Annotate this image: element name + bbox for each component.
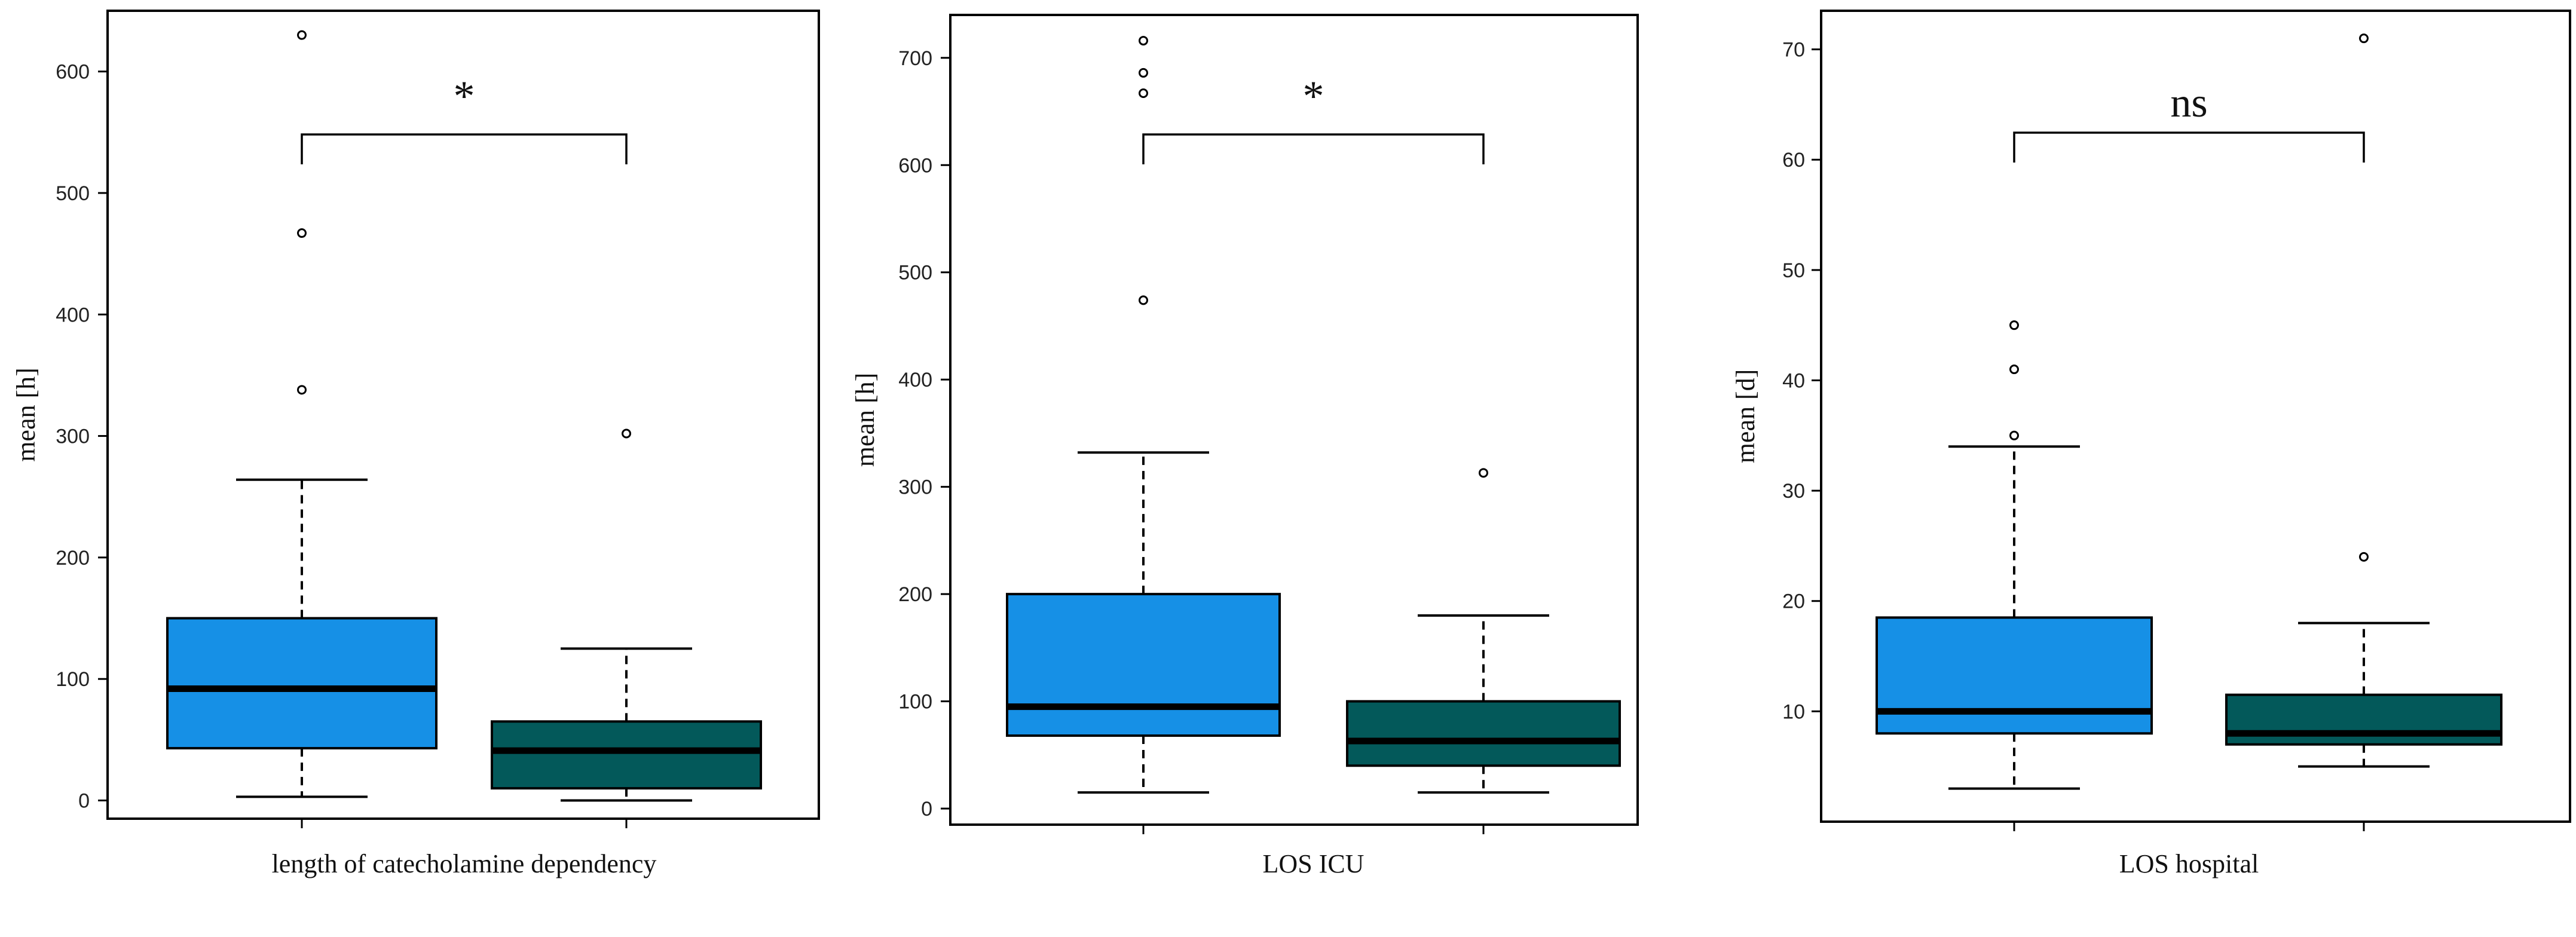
box-iqr xyxy=(2225,693,2502,746)
x-axis-label-line: LOS ICU xyxy=(1263,849,1365,878)
y-tick-label: 300 xyxy=(56,425,90,448)
outlier-point xyxy=(1139,36,1148,46)
y-tick-label: 400 xyxy=(898,369,932,391)
box-group-1 xyxy=(1006,36,1281,794)
y-tick-label: 500 xyxy=(898,262,932,284)
plot-frame xyxy=(106,10,820,820)
y-tick-label: 0 xyxy=(921,798,932,820)
y-tick-label: 600 xyxy=(898,154,932,177)
significance-bracket xyxy=(301,133,628,164)
y-tick-label: 0 xyxy=(78,790,90,813)
y-axis-label: mean [d] xyxy=(1731,369,1760,464)
y-tick-label: 30 xyxy=(1782,480,1805,503)
box-group-1 xyxy=(166,30,438,798)
y-tick-label: 400 xyxy=(56,304,90,326)
y-tick-label: 20 xyxy=(1782,590,1805,613)
outlier-point xyxy=(1139,88,1148,99)
box-group-2 xyxy=(1346,468,1621,794)
box-group-1 xyxy=(1876,320,2153,790)
x-axis-label: LOS hospital xyxy=(2119,849,2259,878)
outlier-point xyxy=(2009,320,2019,330)
significance-bracket xyxy=(2013,131,2365,163)
outlier-point xyxy=(2359,552,2369,562)
chart-panel-1: 0 100 200 300 400 500 600 mean [h] length of cat… xyxy=(11,10,820,878)
box-iqr xyxy=(1346,700,1621,767)
y-tick-label: 100 xyxy=(56,668,90,691)
y-tick-label: 70 xyxy=(1782,39,1805,62)
outlier-point xyxy=(1139,295,1148,305)
y-tick-label: 700 xyxy=(898,47,932,70)
plot-frame xyxy=(949,14,1639,826)
box-group-2 xyxy=(2225,33,2502,768)
y-tick-label: 100 xyxy=(898,691,932,714)
chart-panel-3: 10 20 30 40 50 60 70 mean [d] LOS hospital ns xyxy=(1731,10,2571,878)
y-tick-label: 300 xyxy=(898,476,932,499)
x-axis-label-line: length of catecholamine dependency xyxy=(272,849,657,878)
y-tick-label: 500 xyxy=(56,182,90,205)
y-tick-label: 40 xyxy=(1782,369,1805,392)
y-tick-label: 200 xyxy=(56,547,90,569)
outlier-point xyxy=(1479,468,1488,478)
chart-panel-2: 0 100 200 300 400 500 600 700 mean [h] LOS ICU * xyxy=(850,14,1639,878)
outlier-point xyxy=(2009,365,2019,375)
outlier-point xyxy=(2009,430,2019,440)
y-tick-label: 10 xyxy=(1782,700,1805,723)
outlier-point xyxy=(622,428,631,439)
y-tick-label: 200 xyxy=(898,583,932,606)
x-axis-label-line: LOS hospital xyxy=(2119,849,2259,878)
outlier-point xyxy=(297,228,307,238)
y-tick-label: 60 xyxy=(1782,149,1805,172)
x-axis-label: length of catecholamine dependency xyxy=(272,849,657,878)
significance-label: ns xyxy=(2170,80,2207,126)
significance-label: * xyxy=(1303,72,1324,120)
plot-frame xyxy=(1820,10,2571,823)
y-tick-label: 50 xyxy=(1782,259,1805,282)
significance-label: * xyxy=(454,72,475,120)
outlier-point xyxy=(297,385,307,395)
significance-bracket xyxy=(1142,133,1485,164)
outlier-point xyxy=(297,30,307,40)
box-iqr xyxy=(491,720,762,790)
y-axis-label: mean [h] xyxy=(850,373,880,467)
box-iqr xyxy=(1006,593,1281,737)
x-axis-label: LOS ICU xyxy=(1263,849,1365,878)
y-axis-label: mean [h] xyxy=(11,368,41,462)
box-iqr xyxy=(166,617,438,750)
outlier-point xyxy=(1139,68,1148,78)
y-tick-label: 600 xyxy=(56,61,90,84)
outlier-point xyxy=(2359,33,2369,44)
box-iqr xyxy=(1876,616,2153,735)
box-group-2 xyxy=(491,428,762,802)
